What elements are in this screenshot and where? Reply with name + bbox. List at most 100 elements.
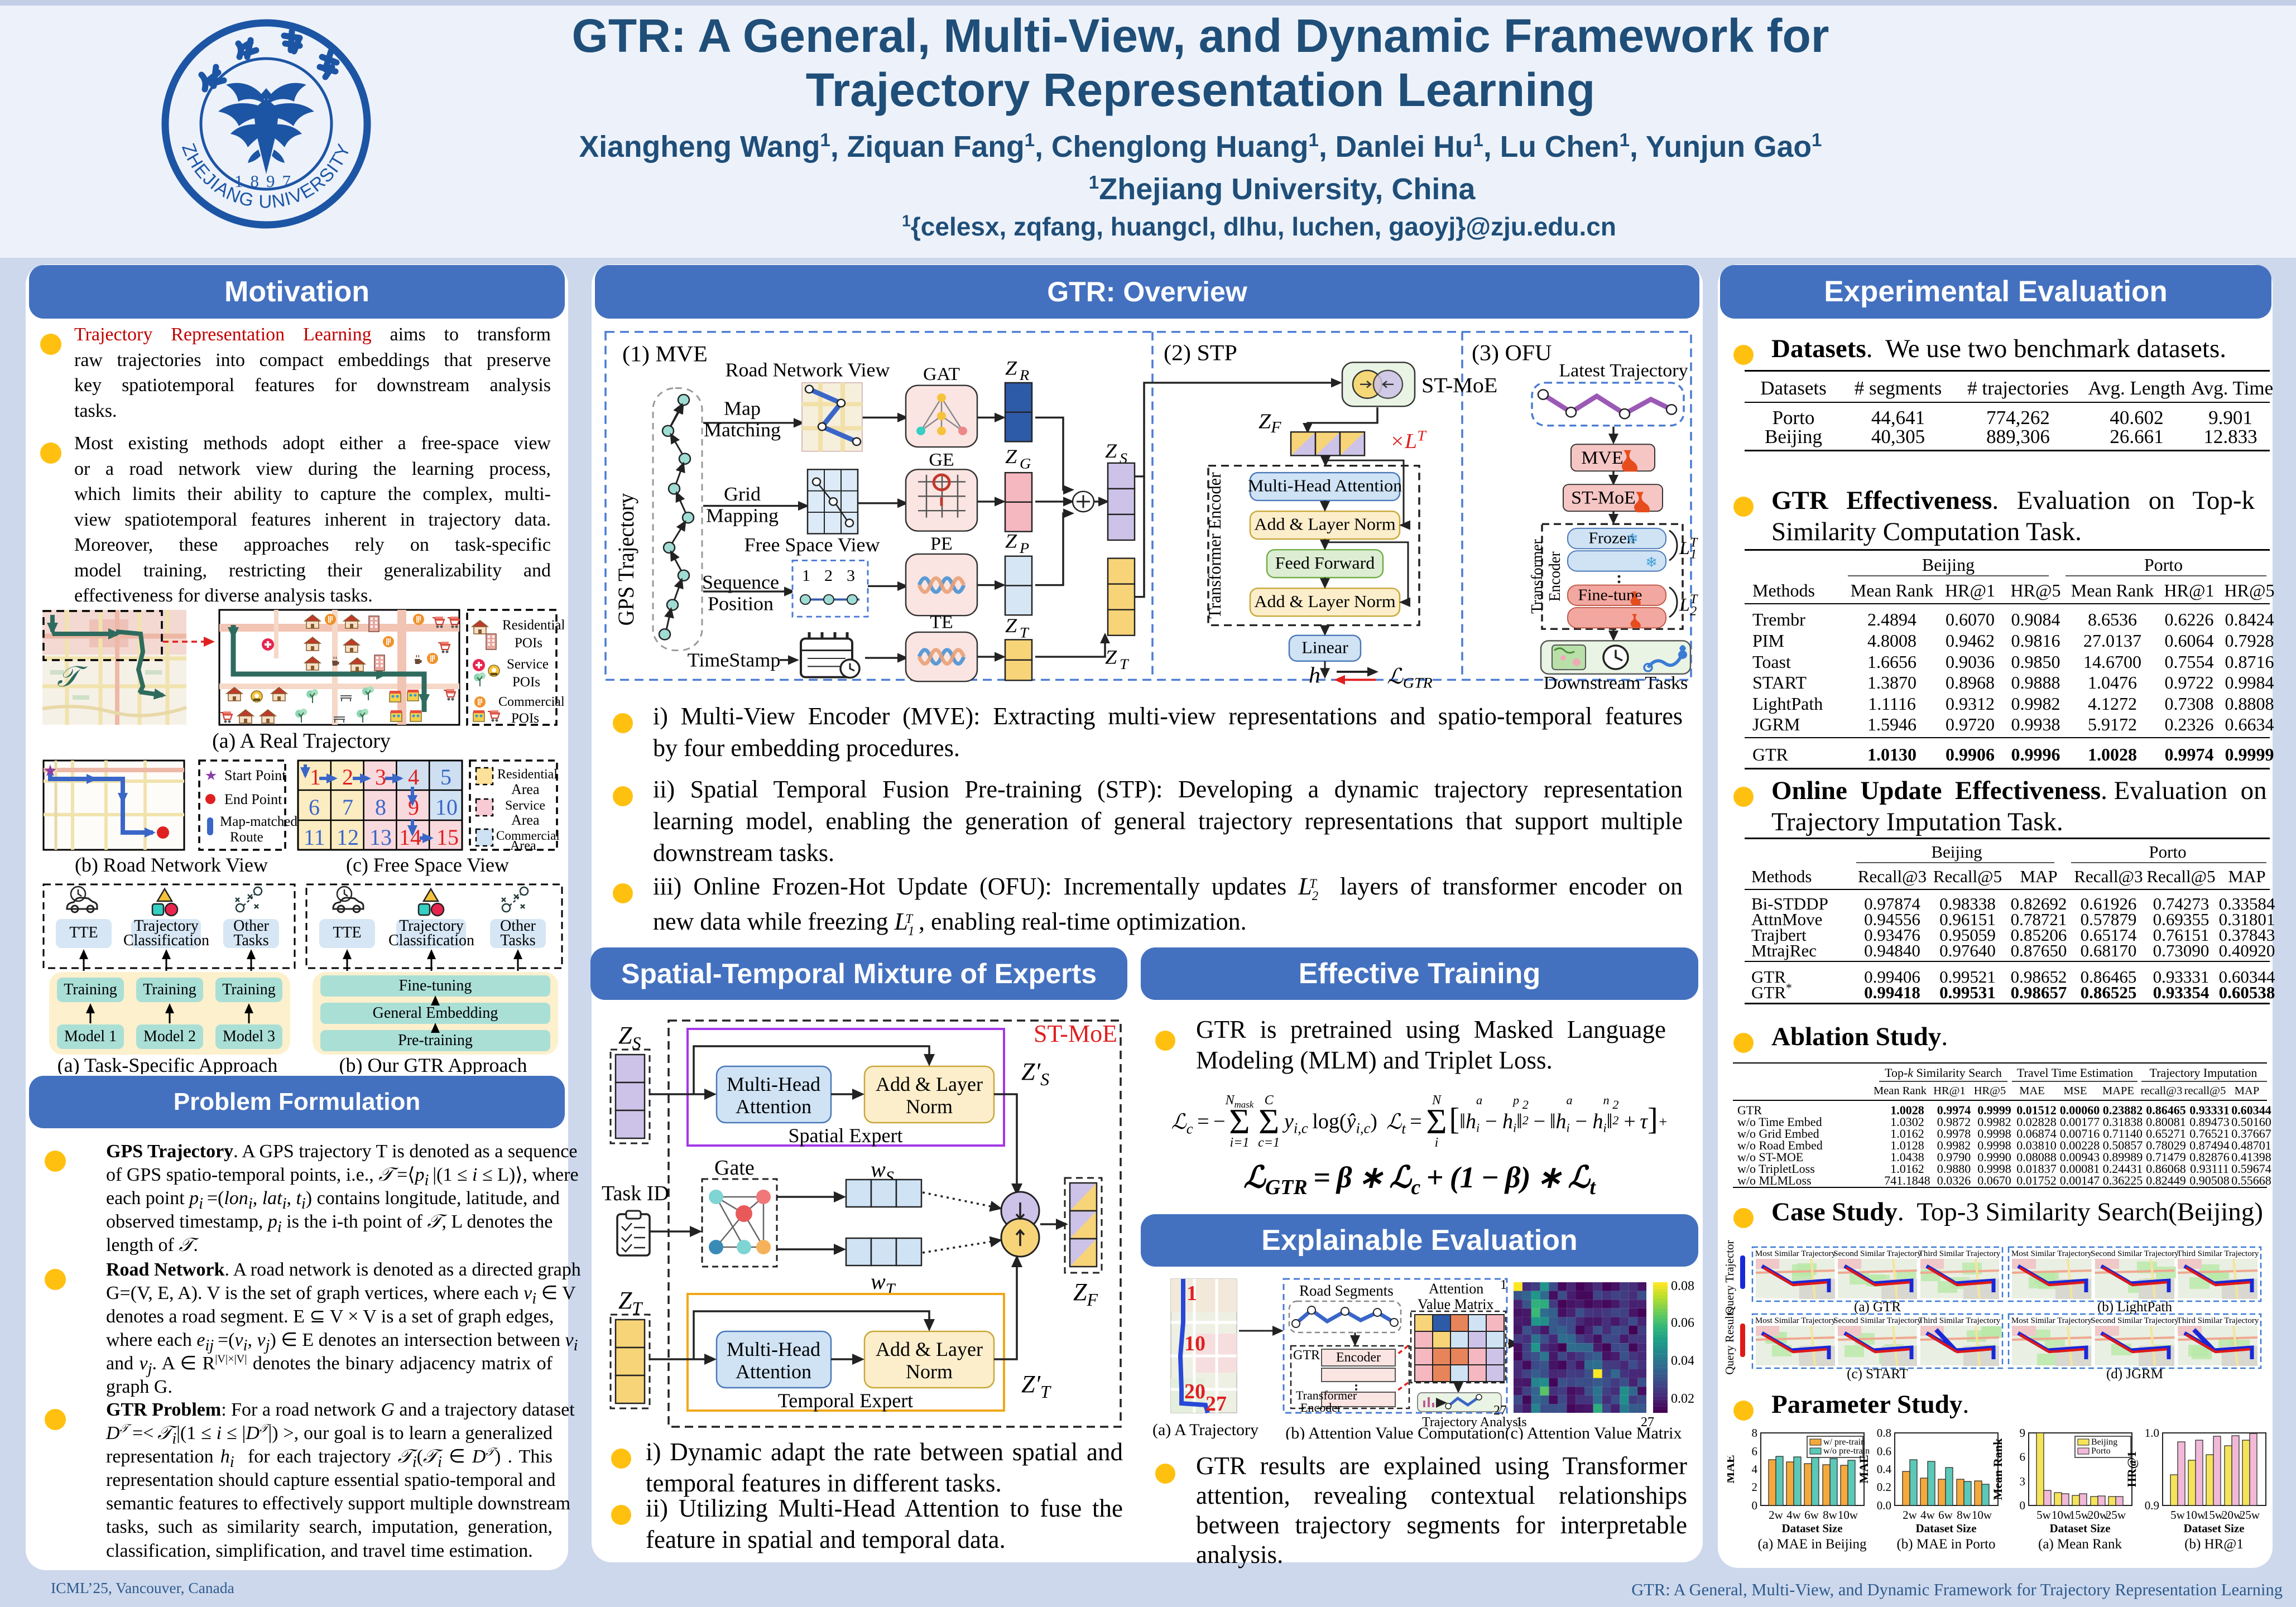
svg-text:Z: Z bbox=[1105, 646, 1117, 668]
svg-text:ZF: ZF bbox=[1259, 410, 1282, 436]
svg-text:Model 3: Model 3 bbox=[223, 1028, 275, 1045]
svg-text:20w: 20w bbox=[2222, 1508, 2242, 1522]
svg-text:27: 27 bbox=[1205, 1392, 1227, 1416]
svg-text:LT1: LT 1 bbox=[1679, 536, 1698, 562]
svg-text:10w: 10w bbox=[2052, 1508, 2072, 1522]
svg-text:1897: 1897 bbox=[234, 171, 298, 191]
svg-text:Fine-tuning: Fine-tuning bbox=[399, 977, 472, 994]
svg-text:Transformer Encoder: Transformer Encoder bbox=[1204, 472, 1224, 619]
svg-text:Area: Area bbox=[510, 839, 536, 853]
svg-text:1: 1 bbox=[802, 567, 810, 584]
svg-text:0.0: 0.0 bbox=[1877, 1499, 1891, 1512]
svg-text:ZT: ZT bbox=[618, 1287, 643, 1318]
svg-text:Road Network View: Road Network View bbox=[725, 359, 890, 381]
svg-text:TTE: TTE bbox=[69, 924, 98, 941]
svg-text:❄: ❄ bbox=[1626, 531, 1639, 546]
svg-text:MAE: MAE bbox=[1857, 1455, 1871, 1483]
svg-text:15w: 15w bbox=[2203, 1508, 2224, 1522]
svg-text:Downstream Tasks: Downstream Tasks bbox=[1544, 673, 1688, 693]
svg-text:Most Similar Trajectory: Most Similar Trajectory bbox=[1755, 1316, 1836, 1325]
svg-text:Mapping: Mapping bbox=[706, 505, 779, 526]
svg-text:TimeStamp: TimeStamp bbox=[688, 649, 781, 671]
svg-text:0.02: 0.02 bbox=[1671, 1392, 1694, 1406]
svg-text:Third Similar Trajectory: Third Similar Trajectory bbox=[1919, 1316, 2001, 1325]
svg-text:1: 1 bbox=[310, 764, 321, 790]
svg-text:10: 10 bbox=[435, 795, 458, 820]
svg-text:Feed Forward: Feed Forward bbox=[1275, 553, 1375, 572]
svg-text:Tasks: Tasks bbox=[233, 932, 268, 949]
svg-text:(a) Mean Rank: (a) Mean Rank bbox=[2038, 1537, 2122, 1552]
svg-text:Dataset Size: Dataset Size bbox=[1915, 1522, 1976, 1535]
svg-text:(b) Our GTR Approach: (b) Our GTR Approach bbox=[339, 1054, 527, 1074]
svg-text:Tasks: Tasks bbox=[500, 932, 535, 949]
svg-text:Dataset Size: Dataset Size bbox=[2049, 1522, 2110, 1535]
svg-text:w/o pre-train: w/o pre-train bbox=[1823, 1446, 1870, 1456]
svg-text:8: 8 bbox=[1752, 1426, 1758, 1440]
svg-text:Multi-Head: Multi-Head bbox=[727, 1338, 820, 1360]
svg-text:Residential: Residential bbox=[502, 618, 564, 633]
svg-text:×LT: ×LT bbox=[1390, 427, 1427, 453]
svg-text:10w: 10w bbox=[1972, 1508, 1992, 1522]
svg-text:POIs: POIs bbox=[512, 675, 540, 690]
svg-text:Porto: Porto bbox=[2091, 1446, 2111, 1456]
svg-text:6w: 6w bbox=[1804, 1508, 1819, 1522]
svg-text:1: 1 bbox=[1187, 1282, 1197, 1305]
svg-text:8w: 8w bbox=[1957, 1508, 1972, 1522]
svg-text:Second Similar Trajectory: Second Similar Trajectory bbox=[2091, 1316, 2179, 1325]
svg-text:Route: Route bbox=[230, 830, 263, 845]
svg-text:T: T bbox=[1120, 656, 1129, 672]
svg-text:Service: Service bbox=[505, 798, 545, 813]
svg-text:(c) START: (c) START bbox=[1847, 1367, 1908, 1382]
svg-text:ℒGTR: ℒGTR bbox=[1387, 665, 1433, 691]
svg-text:Query Trajectory: Query Trajectory bbox=[1725, 1240, 1736, 1315]
svg-text:15w: 15w bbox=[2069, 1508, 2090, 1522]
svg-text:End Point: End Point bbox=[224, 791, 282, 807]
svg-text:0: 0 bbox=[2020, 1499, 2026, 1512]
svg-text:Encoder: Encoder bbox=[1546, 551, 1564, 601]
svg-text:General Embedding: General Embedding bbox=[373, 1004, 498, 1022]
svg-text:Add & Layer: Add & Layer bbox=[876, 1073, 983, 1095]
svg-text:Z: Z bbox=[1005, 357, 1017, 379]
svg-text:Trajectory Analysis: Trajectory Analysis bbox=[1422, 1415, 1527, 1430]
svg-text:1: 1 bbox=[1516, 1415, 1522, 1430]
svg-text:h: h bbox=[1309, 662, 1320, 687]
svg-text:2w: 2w bbox=[1903, 1508, 1918, 1522]
svg-text:6w: 6w bbox=[1938, 1508, 1953, 1522]
svg-text:0.6: 0.6 bbox=[1877, 1445, 1891, 1458]
svg-text:w/ pre-train: w/ pre-train bbox=[1823, 1437, 1865, 1447]
svg-text:0.08: 0.08 bbox=[1671, 1279, 1694, 1293]
svg-text:Value Matrix: Value Matrix bbox=[1418, 1296, 1493, 1312]
svg-text:10w: 10w bbox=[2185, 1508, 2206, 1522]
svg-text:Other: Other bbox=[233, 917, 269, 935]
svg-text:Area: Area bbox=[511, 812, 540, 828]
svg-text:(a) A Trajectory: (a) A Trajectory bbox=[1152, 1421, 1259, 1439]
svg-text:4: 4 bbox=[408, 764, 419, 790]
svg-text:Latest Trajectory: Latest Trajectory bbox=[1559, 360, 1688, 381]
svg-text:7: 7 bbox=[342, 795, 353, 820]
svg-text:Area: Area bbox=[511, 781, 540, 797]
svg-text:Commercial: Commercial bbox=[498, 695, 564, 709]
svg-text:4: 4 bbox=[1752, 1462, 1758, 1476]
svg-text:1.0: 1.0 bbox=[2145, 1426, 2159, 1440]
svg-text:Most Similar Trajectory: Most Similar Trajectory bbox=[2011, 1316, 2092, 1325]
svg-text:Mean Rank: Mean Rank bbox=[1991, 1438, 2005, 1500]
svg-text:Trajectory: Trajectory bbox=[134, 917, 199, 935]
svg-text:Third Similar Trajectory: Third Similar Trajectory bbox=[1919, 1249, 2001, 1258]
svg-text:3: 3 bbox=[847, 567, 855, 584]
svg-text:Multi-Head Attention: Multi-Head Attention bbox=[1248, 476, 1402, 495]
svg-text:(a) MAE in Beijing: (a) MAE in Beijing bbox=[1757, 1537, 1867, 1552]
svg-text:Trajectory: Trajectory bbox=[399, 917, 464, 935]
svg-text:27: 27 bbox=[1493, 1403, 1507, 1418]
svg-text:(b) HR@1: (b) HR@1 bbox=[2184, 1537, 2244, 1552]
svg-text:0.04: 0.04 bbox=[1671, 1354, 1694, 1368]
svg-text:10w: 10w bbox=[1838, 1508, 1858, 1522]
svg-text:Start Point: Start Point bbox=[224, 767, 286, 783]
svg-text:0.2: 0.2 bbox=[1877, 1480, 1891, 1494]
svg-text:Linear: Linear bbox=[1301, 638, 1348, 657]
svg-text:MVE: MVE bbox=[1581, 448, 1623, 468]
svg-text:20: 20 bbox=[1184, 1380, 1205, 1403]
svg-text:P: P bbox=[1019, 540, 1029, 556]
svg-text:25w: 25w bbox=[2106, 1508, 2126, 1522]
svg-text:LT2: LT 2 bbox=[1679, 593, 1698, 619]
svg-text:ZS: ZS bbox=[618, 1022, 641, 1053]
